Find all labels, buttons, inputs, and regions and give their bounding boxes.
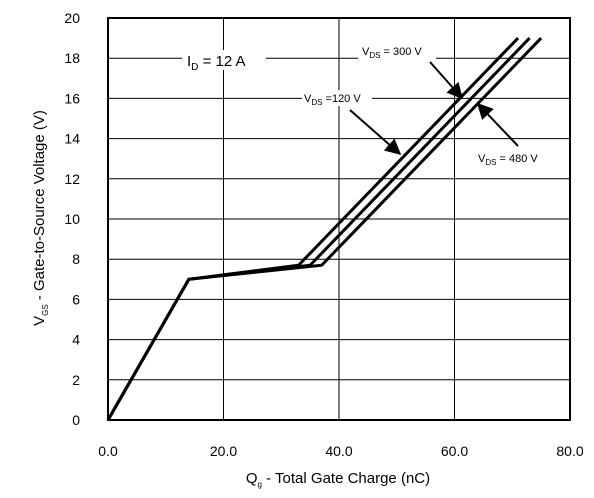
x-tick-label: 0.0 (98, 443, 118, 459)
v120-label-bg (302, 90, 372, 106)
y-axis-title: VGS - Gate-to-Source Voltage (V) (31, 110, 50, 326)
x-axis-ticks: 0.0 20.0 40.0 60.0 80.0 (98, 443, 584, 459)
v480-arrow (476, 102, 519, 147)
y-tick-label: 14 (64, 131, 80, 147)
x-tick-label: 80.0 (556, 443, 583, 459)
y-tick-label: 8 (72, 251, 80, 267)
y-tick-label: 4 (72, 332, 80, 348)
y-tick-label: 16 (64, 90, 80, 106)
v120-label: VDS =120 V (304, 93, 361, 107)
y-tick-label: 18 (64, 50, 80, 66)
y-tick-label: 2 (72, 372, 80, 388)
x-tick-label: 60.0 (441, 443, 468, 459)
x-tick-label: 40.0 (325, 443, 352, 459)
y-tick-label: 10 (64, 211, 80, 227)
v300-label-bg (358, 43, 436, 59)
plot-frame (107, 17, 571, 421)
v300-label: VDS = 300 V (362, 46, 422, 60)
y-axis-ticks: 0 2 4 6 8 10 12 14 16 18 20 (64, 10, 80, 428)
v120-arrow (349, 109, 402, 156)
chart-series (106, 37, 543, 421)
v480-label-bg (474, 150, 558, 168)
current-label-bg (182, 50, 266, 70)
v480-label: VDS = 480 V (478, 153, 538, 167)
x-axis-title: Qg - Total Gate Charge (nC) (246, 470, 430, 489)
v300-arrow (429, 61, 464, 100)
y-tick-label: 0 (72, 412, 80, 428)
current-label: ID = 12 A (187, 53, 246, 73)
y-tick-label: 6 (72, 291, 80, 307)
x-tick-label: 20.0 (210, 443, 237, 459)
series-line-3 (106, 37, 543, 421)
y-tick-label: 20 (64, 10, 80, 26)
y-tick-label: 12 (64, 171, 80, 187)
